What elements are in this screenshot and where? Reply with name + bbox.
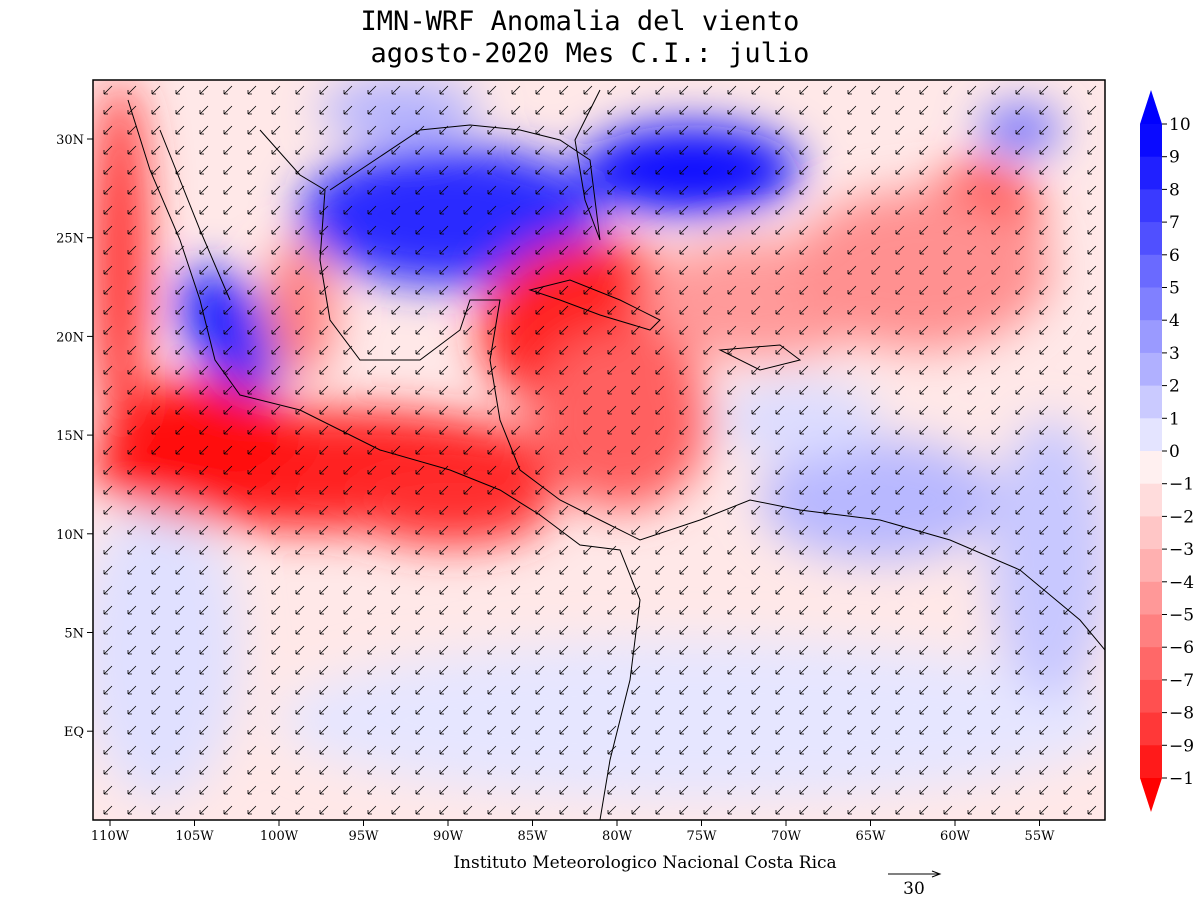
colorbar-segment bbox=[1140, 712, 1162, 746]
colorbar-label: 3 bbox=[1169, 344, 1180, 364]
colorbar-segment bbox=[1140, 745, 1162, 779]
colorbar-label: −9 bbox=[1169, 736, 1194, 756]
reference-vector-label: 30 bbox=[903, 879, 925, 899]
colorbar-segment bbox=[1140, 254, 1162, 288]
colorbar-segment bbox=[1140, 352, 1162, 387]
x-tick-label: 95W bbox=[349, 829, 380, 844]
field bbox=[93, 80, 1105, 820]
colorbar-segment bbox=[1140, 451, 1162, 485]
colorbar-label: 10 bbox=[1169, 115, 1191, 135]
x-tick-label: 70W bbox=[771, 829, 802, 844]
colorbar-segment bbox=[1140, 320, 1162, 354]
colorbar-segment bbox=[1140, 581, 1162, 615]
colorbar-segment bbox=[1140, 124, 1162, 158]
colorbar-under bbox=[1140, 778, 1162, 812]
y-tick-label: 5N bbox=[64, 627, 84, 642]
colorbar-label: −2 bbox=[1169, 507, 1194, 527]
colorbar-label: −5 bbox=[1169, 606, 1194, 626]
colorbar-segment bbox=[1140, 483, 1162, 517]
colorbar-label: −6 bbox=[1169, 638, 1194, 658]
colorbar-label: 5 bbox=[1169, 279, 1180, 299]
colorbar-segment bbox=[1140, 418, 1162, 452]
x-tick-label: 55W bbox=[1025, 829, 1056, 844]
credit: Instituto Meteorologico Nacional Costa R… bbox=[453, 853, 836, 873]
y-tick-label: 25N bbox=[56, 232, 84, 247]
colorbar-segment bbox=[1140, 679, 1162, 714]
reference-arrowhead bbox=[931, 870, 942, 878]
y-tick-label: 15N bbox=[56, 429, 84, 444]
colorbar-label: 2 bbox=[1169, 377, 1180, 397]
colorbar-label: −8 bbox=[1169, 704, 1194, 724]
y-tick-label: 20N bbox=[56, 330, 84, 345]
y-tick-label: 30N bbox=[56, 133, 84, 148]
colorbar-label: 1 bbox=[1169, 409, 1180, 429]
colorbar-segment bbox=[1140, 647, 1162, 681]
x-tick-label: 110W bbox=[91, 829, 130, 844]
x-tick-label: 60W bbox=[940, 829, 971, 844]
y-tick-label: EQ bbox=[64, 725, 84, 740]
colorbar-label: 4 bbox=[1169, 311, 1180, 331]
colorbar-label: 6 bbox=[1169, 246, 1180, 266]
colorbar-segment bbox=[1140, 516, 1162, 550]
colorbar-segment bbox=[1140, 614, 1162, 648]
colorbar-segment bbox=[1140, 222, 1162, 256]
colorbar-label: 0 bbox=[1169, 442, 1180, 462]
colorbar-segment bbox=[1140, 189, 1162, 223]
colorbar-label: −4 bbox=[1169, 573, 1194, 593]
title: IMN-WRF Anomalia del viento bbox=[361, 6, 800, 37]
colorbar-segment bbox=[1140, 156, 1162, 190]
colorbar-over bbox=[1140, 90, 1162, 124]
colorbar-label: −3 bbox=[1169, 540, 1194, 560]
colorbar-label: −7 bbox=[1169, 671, 1194, 691]
colorbar-label: −1 bbox=[1169, 475, 1194, 495]
map-frame bbox=[92, 79, 1106, 821]
x-tick-label: 85W bbox=[518, 829, 549, 844]
colorbar-label: 8 bbox=[1169, 180, 1180, 200]
colorbar-segment bbox=[1140, 549, 1162, 583]
colorbar-segment bbox=[1140, 287, 1162, 321]
x-tick-label: 105W bbox=[175, 829, 214, 844]
colorbar-segment bbox=[1140, 385, 1162, 419]
x-tick-label: 75W bbox=[687, 829, 718, 844]
x-tick-label: 100W bbox=[260, 829, 299, 844]
colorbar-label: 7 bbox=[1169, 213, 1180, 233]
y-tick-label: 10N bbox=[56, 528, 84, 543]
x-tick-label: 65W bbox=[856, 829, 887, 844]
colorbar-label: 9 bbox=[1169, 148, 1180, 168]
subtitle: agosto-2020 Mes C.I.: julio bbox=[371, 38, 810, 69]
x-tick-label: 80W bbox=[602, 829, 633, 844]
wind-vectors bbox=[93, 80, 1105, 820]
colorbar-label: −1 bbox=[1169, 769, 1194, 789]
x-tick-label: 90W bbox=[433, 829, 464, 844]
